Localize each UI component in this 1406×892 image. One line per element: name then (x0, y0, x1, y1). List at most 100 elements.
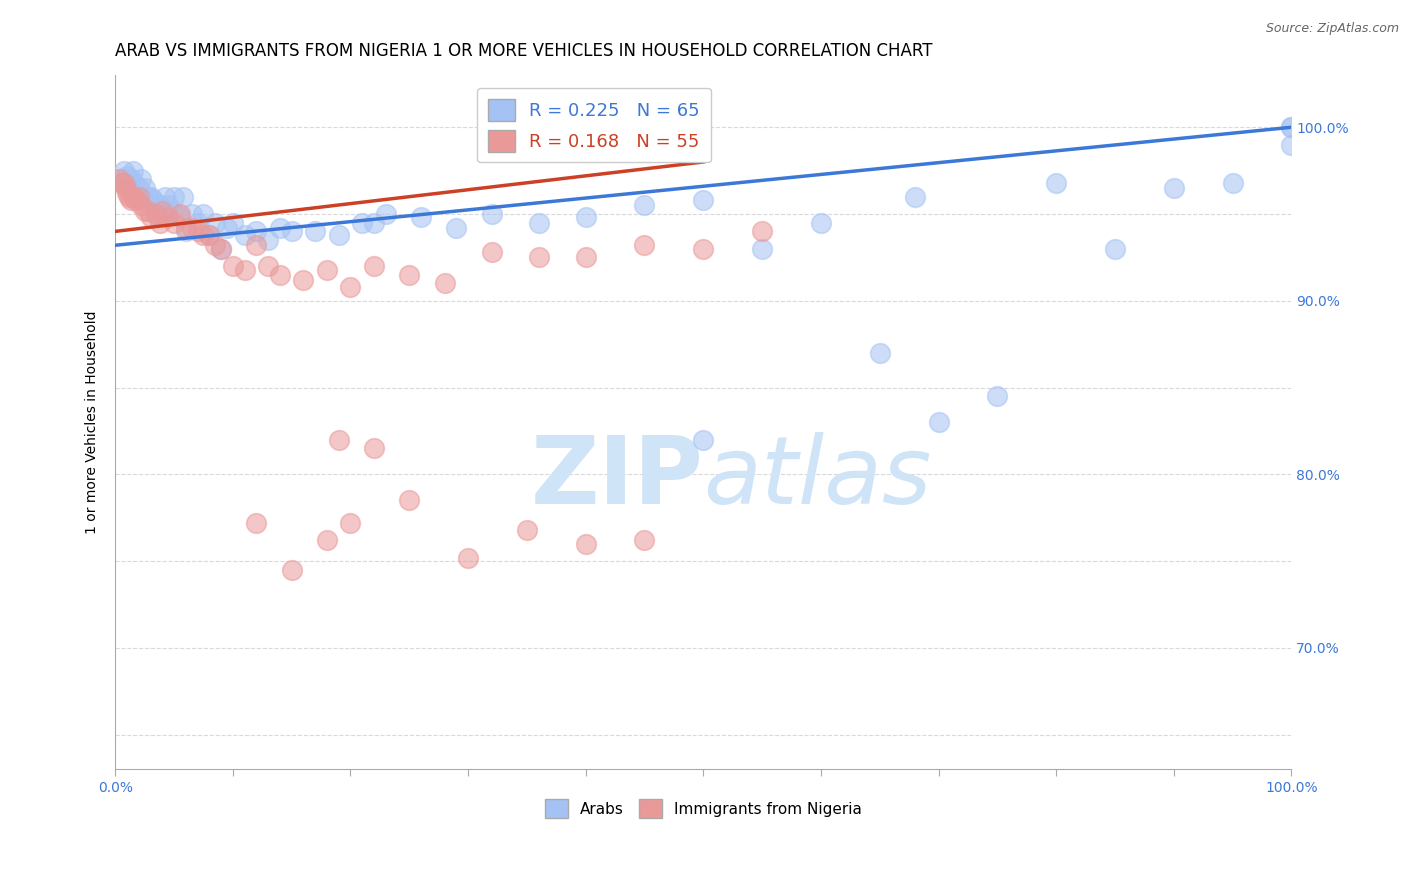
Point (233, 262, 256, 277)
Point (174, 221, 197, 235)
Point (180, 207, 202, 221)
Point (134, 203, 156, 218)
Point (222, 259, 245, 273)
Legend: Arabs, Immigrants from Nigeria: Arabs, Immigrants from Nigeria (538, 793, 868, 824)
Point (363, 442, 385, 456)
Y-axis label: 1 or more Vehicles in Household: 1 or more Vehicles in Household (86, 310, 100, 534)
Point (363, 259, 385, 273)
Point (120, 193, 142, 207)
Point (134, 181, 156, 195)
Point (204, 216, 226, 230)
Point (136, 203, 159, 218)
Point (269, 268, 291, 282)
Point (115, 169, 138, 183)
Point (209, 242, 232, 256)
Text: ZIP: ZIP (530, 432, 703, 524)
Point (269, 221, 291, 235)
Point (118, 181, 141, 195)
Point (692, 242, 714, 256)
Point (112, 163, 135, 178)
Point (142, 193, 165, 207)
Point (692, 193, 714, 207)
Point (125, 193, 148, 207)
Point (122, 189, 145, 203)
Point (187, 224, 209, 238)
Point (363, 216, 385, 230)
Point (398, 268, 420, 282)
Point (751, 242, 773, 256)
Point (198, 227, 221, 242)
Point (115, 186, 138, 201)
Point (139, 189, 162, 203)
Point (187, 216, 209, 230)
Point (328, 433, 350, 447)
Point (1104, 242, 1126, 256)
Point (163, 189, 186, 203)
Point (112, 176, 135, 190)
Point (316, 533, 339, 548)
Point (339, 280, 361, 294)
Point (115, 176, 138, 190)
Point (304, 224, 326, 238)
Point (125, 189, 148, 203)
Point (107, 172, 129, 186)
Point (150, 207, 173, 221)
Point (1163, 181, 1185, 195)
Point (222, 216, 245, 230)
Point (575, 211, 598, 225)
Point (633, 533, 655, 548)
Point (128, 189, 150, 203)
Point (209, 242, 232, 256)
Point (132, 193, 155, 207)
Point (120, 172, 142, 186)
Point (160, 203, 183, 218)
Point (575, 537, 598, 551)
Point (180, 221, 202, 235)
Point (1279, 120, 1302, 135)
Point (215, 221, 238, 235)
Point (193, 207, 215, 221)
Point (129, 172, 152, 186)
Point (292, 273, 315, 287)
Point (110, 176, 132, 190)
Point (245, 516, 267, 530)
Point (174, 224, 197, 238)
Text: atlas: atlas (703, 433, 932, 524)
Text: Source: ZipAtlas.com: Source: ZipAtlas.com (1265, 22, 1399, 36)
Point (115, 181, 138, 195)
Point (633, 238, 655, 252)
Point (257, 259, 280, 273)
Point (904, 189, 927, 203)
Point (157, 198, 180, 212)
Point (409, 211, 432, 225)
Point (481, 207, 503, 221)
Point (869, 346, 891, 360)
Point (169, 207, 191, 221)
Point (149, 216, 172, 230)
Point (575, 251, 598, 265)
Point (446, 221, 468, 235)
Point (145, 207, 167, 221)
Point (1045, 176, 1067, 190)
Point (1279, 137, 1302, 152)
Point (516, 523, 538, 537)
Point (245, 224, 267, 238)
Point (1279, 120, 1302, 135)
Point (928, 415, 950, 429)
Point (136, 189, 159, 203)
Point (328, 227, 350, 242)
Point (204, 238, 226, 252)
Point (374, 207, 396, 221)
Point (157, 211, 180, 225)
Point (692, 433, 714, 447)
Point (198, 227, 221, 242)
Point (986, 389, 1008, 403)
Point (122, 176, 145, 190)
Point (150, 203, 173, 218)
Point (1222, 176, 1244, 190)
Point (110, 172, 132, 186)
Point (433, 277, 456, 291)
Point (163, 216, 186, 230)
Point (527, 251, 550, 265)
Point (316, 262, 339, 277)
